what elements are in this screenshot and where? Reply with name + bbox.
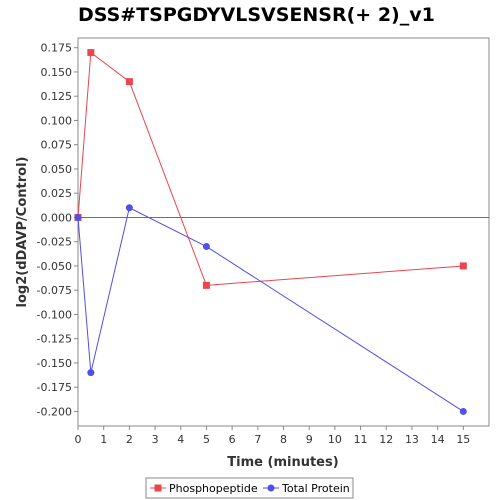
y-tick-label: 0.075 — [41, 139, 73, 152]
x-tick-label: 11 — [354, 433, 368, 446]
y-tick-label: 0.150 — [41, 66, 73, 79]
x-tick-label: 12 — [379, 433, 393, 446]
y-tick-label: 0.125 — [41, 90, 73, 103]
y-tick-label: 0.000 — [41, 211, 73, 224]
y-tick-label: -0.050 — [37, 260, 72, 273]
x-tick-label: 15 — [456, 433, 470, 446]
y-tick-label: -0.150 — [37, 357, 72, 370]
legend-label: Phosphopeptide — [169, 482, 258, 495]
x-tick-label: 13 — [405, 433, 419, 446]
x-tick-label: 3 — [152, 433, 159, 446]
x-tick-label: 10 — [328, 433, 342, 446]
x-tick-label: 7 — [254, 433, 261, 446]
y-axis: 0.175 0.150 0.125 0.100 0.075 0.050 0.025 0.000… — [37, 42, 78, 418]
x-tick-label: 6 — [229, 433, 236, 446]
data-point — [202, 281, 210, 289]
chart-title: DSS#TSPGDYVLSVSENSR(+ 2)_v1 — [78, 4, 435, 26]
y-tick-label: 0.175 — [41, 42, 73, 55]
data-point — [87, 369, 95, 377]
y-tick-label: -0.025 — [37, 236, 72, 249]
x-tick-label: 0 — [75, 433, 82, 446]
legend-item: Phosphopeptide — [150, 482, 258, 495]
series-total-protein — [74, 204, 467, 415]
y-tick-label: -0.200 — [37, 405, 72, 418]
legend: Phosphopeptide Total Protein — [145, 477, 354, 499]
x-tick-label: 5 — [203, 433, 210, 446]
x-axis: 0 1 2 3 4 5 6 7 8 9 10 11 12 13 14 15 — [75, 426, 470, 446]
y-tick-label: -0.075 — [37, 284, 72, 297]
x-tick-label: 4 — [177, 433, 184, 446]
y-tick-label: -0.100 — [37, 308, 72, 321]
y-tick-label: 0.025 — [41, 187, 73, 200]
y-tick-label: -0.175 — [37, 381, 72, 394]
x-tick-label: 8 — [280, 433, 287, 446]
data-point — [125, 78, 133, 86]
y-tick-label: -0.125 — [37, 333, 72, 346]
data-point — [459, 407, 467, 415]
y-tick-label: 0.100 — [41, 114, 73, 127]
data-point — [87, 49, 95, 57]
data-point — [74, 213, 82, 221]
x-tick-label: 14 — [431, 433, 445, 446]
x-tick-label: 2 — [126, 433, 133, 446]
plot-area — [77, 37, 490, 427]
x-tick-label: 9 — [306, 433, 313, 446]
y-axis-label: log2(dDAVP/Control) — [15, 157, 30, 308]
data-point — [202, 243, 210, 251]
x-tick-label: 1 — [100, 433, 107, 446]
data-point — [125, 204, 133, 212]
legend-item: Total Protein — [263, 482, 350, 495]
legend-marker — [267, 484, 275, 492]
legend-label: Total Protein — [281, 482, 350, 495]
legend-marker — [154, 484, 162, 492]
y-tick-label: 0.050 — [41, 163, 73, 176]
legend-box — [145, 477, 354, 499]
x-axis-label: Time (minutes) — [227, 455, 338, 470]
series-layer — [74, 49, 467, 415]
data-point — [459, 262, 467, 270]
